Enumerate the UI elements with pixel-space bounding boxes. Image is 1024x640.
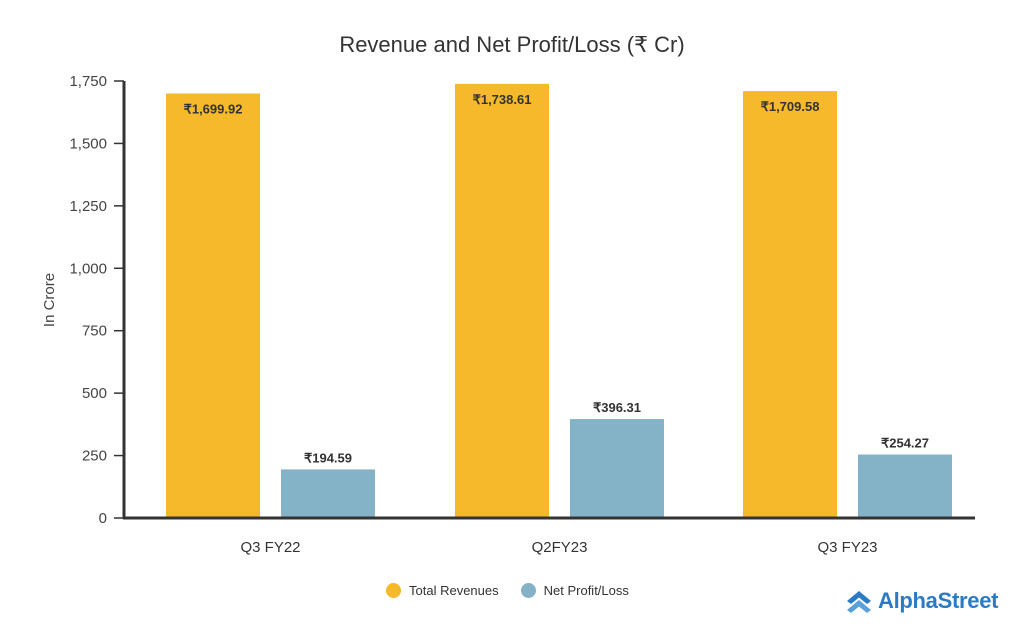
legend-item-total-revenues[interactable]: Total Revenues [386, 583, 499, 598]
bar-net-profit-loss [570, 419, 664, 518]
bar-total-revenues [166, 93, 260, 519]
legend-swatch-total-revenues [386, 583, 401, 598]
data-label: ₹254.27 [881, 436, 929, 451]
data-label: ₹396.31 [593, 400, 641, 415]
legend-label: Total Revenues [409, 583, 499, 598]
legend: Total Revenues Net Profit/Loss [386, 583, 629, 598]
data-label: ₹1,738.61 [473, 92, 532, 107]
legend-item-net-profit-loss[interactable]: Net Profit/Loss [520, 583, 629, 598]
brand-logo: AlphaStreet [846, 588, 998, 614]
bars [166, 83, 952, 519]
bar-net-profit-loss [858, 454, 952, 518]
alphastreet-logo-icon [847, 591, 871, 613]
y-tick-label: 500 [82, 385, 107, 402]
y-axis-label: In Crore [41, 273, 58, 327]
chart-title: Revenue and Net Profit/Loss (₹ Cr) [339, 32, 684, 57]
legend-swatch-net-profit-loss [520, 583, 536, 598]
bar-net-profit-loss [281, 469, 375, 518]
x-tick-label: Q2FY23 [532, 539, 588, 556]
bar-total-revenues [743, 91, 837, 519]
y-tick-label: 1,500 [69, 135, 107, 152]
data-labels: ₹1,699.92 ₹194.59 ₹1,738.61 ₹396.31 ₹1,709.5… [184, 92, 929, 466]
y-tick-label: 0 [99, 510, 107, 527]
y-tick-label: 250 [82, 448, 107, 465]
x-axis: Q3 FY22 Q2FY23 Q3 FY23 [240, 539, 877, 556]
bar-total-revenues [455, 83, 549, 519]
x-tick-label: Q3 FY22 [240, 539, 300, 556]
brand-name: AlphaStreet [878, 588, 999, 613]
y-axis: 0 250 500 750 1,000 1,250 1,500 1,750 [69, 73, 124, 527]
data-label: ₹194.59 [304, 450, 352, 465]
y-tick-label: 750 [82, 323, 107, 340]
y-tick-label: 1,750 [69, 73, 107, 90]
y-tick-label: 1,250 [69, 198, 107, 215]
legend-label: Net Profit/Loss [543, 583, 629, 598]
data-label: ₹1,699.92 [184, 102, 243, 117]
y-tick-label: 1,000 [69, 260, 107, 277]
x-tick-label: Q3 FY23 [817, 539, 877, 556]
data-label: ₹1,709.58 [761, 99, 820, 114]
